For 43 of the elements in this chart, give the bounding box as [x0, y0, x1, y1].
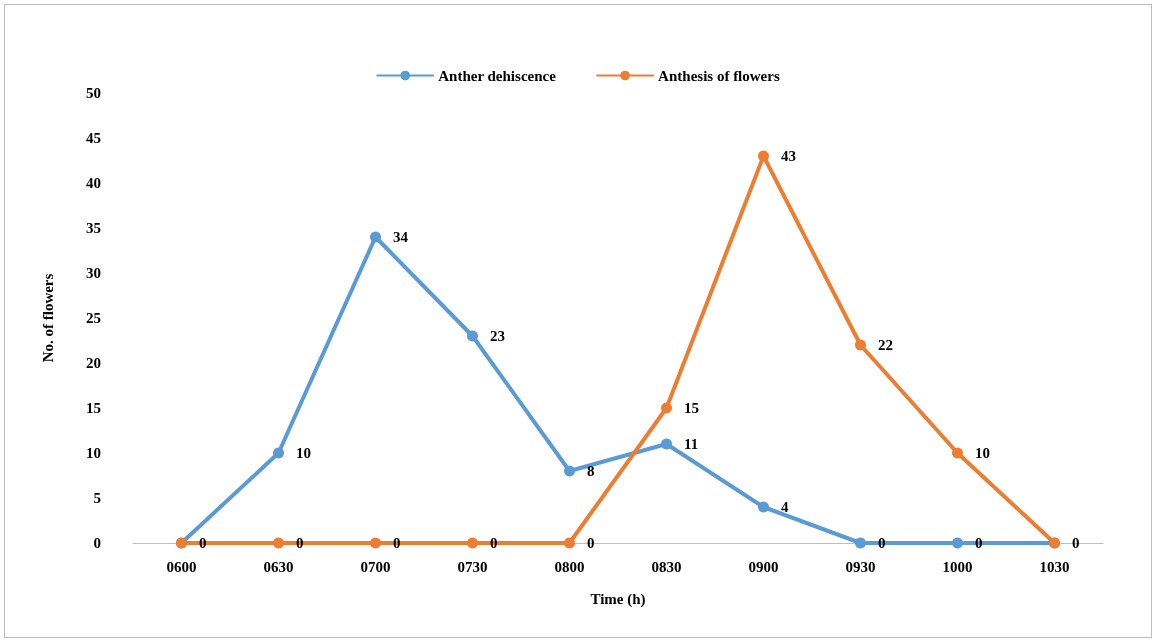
- y-tick-label: 5: [93, 490, 101, 506]
- data-label: 10: [296, 445, 311, 461]
- data-label: 0: [975, 535, 983, 551]
- data-label: 0: [393, 535, 401, 551]
- data-label: 43: [781, 148, 796, 164]
- y-tick-label: 0: [93, 535, 101, 551]
- x-tick-label: 0900: [748, 558, 779, 575]
- y-tick-label: 35: [86, 220, 101, 236]
- x-tick-label: 0700: [360, 558, 391, 575]
- y-tick-label: 10: [86, 445, 101, 461]
- x-tick-label: 0630: [263, 558, 294, 575]
- y-tick-label: 25: [86, 310, 101, 326]
- data-label: 0: [1072, 535, 1080, 551]
- data-label: 0: [490, 535, 498, 551]
- y-axis-title: No. of flowers: [39, 273, 56, 363]
- data-label: 15: [684, 400, 699, 416]
- y-tick-label: 15: [86, 400, 101, 416]
- data-label: 22: [878, 337, 893, 353]
- data-label: 34: [393, 229, 409, 245]
- x-tick-label: 0930: [845, 558, 876, 575]
- x-tick-label: 0600: [166, 558, 197, 575]
- data-label: 4: [781, 499, 789, 515]
- y-tick-label: 45: [86, 130, 101, 146]
- legend-label: Anther dehiscence: [438, 67, 557, 84]
- y-tick-label: 40: [86, 175, 101, 191]
- data-label: 0: [587, 535, 595, 551]
- legend-label: Anthesis of flowers: [658, 67, 780, 84]
- data-label: 11: [684, 436, 699, 452]
- data-label: 10: [975, 445, 990, 461]
- data-label: 8: [587, 463, 595, 479]
- data-label: 0: [878, 535, 886, 551]
- x-axis-title: Time (h): [590, 590, 646, 608]
- data-label: 0: [296, 535, 304, 551]
- x-tick-label: 0730: [457, 558, 488, 575]
- y-tick-label: 20: [86, 355, 101, 371]
- x-tick-label: 0830: [651, 558, 682, 575]
- x-tick-label: 0800: [554, 558, 585, 575]
- data-label: 23: [490, 328, 505, 344]
- y-tick-label: 30: [86, 265, 101, 281]
- x-tick-label: 1000: [942, 558, 973, 575]
- x-tick-label: 1030: [1039, 558, 1070, 575]
- data-label: 0: [199, 535, 207, 551]
- y-tick-label: 50: [86, 85, 101, 101]
